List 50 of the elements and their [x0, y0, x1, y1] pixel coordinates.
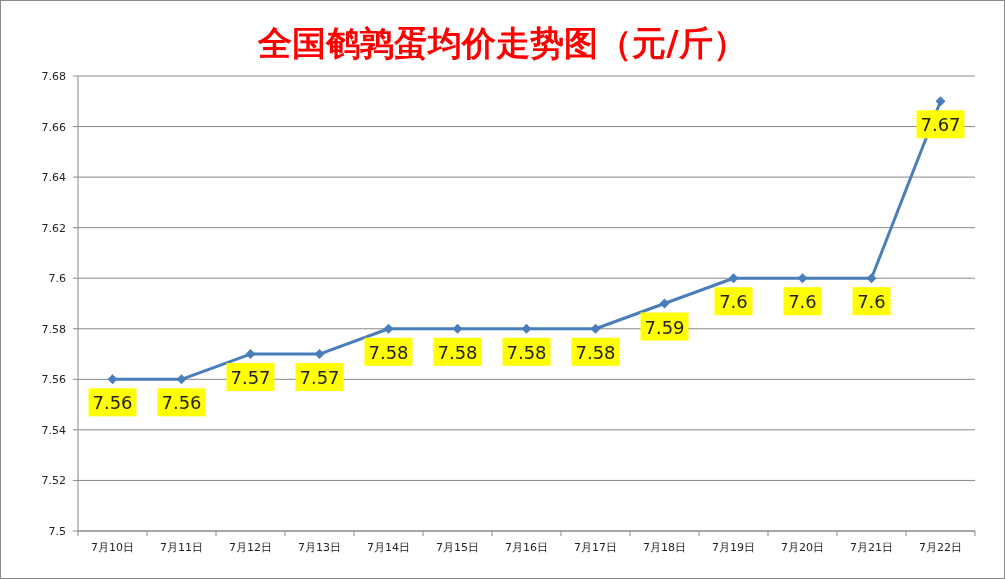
y-tick-label: 7.52	[41, 474, 66, 488]
point	[659, 298, 670, 309]
y-tick-label: 7.58	[41, 322, 66, 336]
y-tick-label: 7.5	[48, 525, 66, 538]
point	[314, 349, 325, 360]
x-tick-label: 7月18日	[643, 541, 686, 554]
x-tick-label: 7月13日	[298, 541, 341, 554]
point	[452, 323, 463, 334]
point	[245, 349, 256, 360]
data-label: 7.6	[719, 291, 748, 313]
y-tick-label: 7.54	[41, 423, 66, 437]
data-label: 7.56	[161, 392, 202, 414]
x-tick-label: 7月11日	[160, 541, 203, 554]
data-label: 7.6	[788, 291, 817, 313]
data-label: 7.59	[644, 316, 685, 338]
x-tick-label: 7月19日	[712, 541, 755, 554]
point	[866, 273, 877, 284]
data-label: 7.58	[506, 341, 547, 363]
x-tick-label: 7月21日	[850, 541, 893, 554]
x-tick-label: 7月20日	[781, 541, 824, 554]
y-tick-label: 7.66	[41, 120, 66, 134]
y-tick-label: 7.6	[48, 272, 66, 286]
point	[521, 323, 532, 334]
point	[107, 374, 118, 385]
data-label: 7.67	[920, 114, 961, 136]
data-label: 7.58	[575, 341, 616, 363]
point	[383, 323, 394, 334]
x-tick-label: 7月17日	[574, 541, 617, 554]
point	[176, 374, 187, 385]
data-label: 7.6	[857, 291, 886, 313]
y-tick-label: 7.56	[41, 373, 66, 387]
x-tick-label: 7月12日	[229, 541, 272, 554]
x-tick-label: 7月14日	[367, 541, 410, 554]
chart-title: 全国鹌鹑蛋均价走势图（元/斤）	[257, 23, 747, 63]
x-tick-label: 7月22日	[919, 541, 962, 554]
y-tick-label: 7.62	[41, 221, 66, 235]
point	[590, 323, 601, 334]
data-label: 7.57	[230, 367, 271, 389]
x-tick-label: 7月16日	[505, 541, 548, 554]
point	[935, 96, 946, 107]
point	[797, 273, 808, 284]
data-label: 7.58	[368, 341, 409, 363]
y-tick-label: 7.68	[41, 70, 66, 83]
data-label: 7.56	[92, 392, 133, 414]
x-tick-label: 7月15日	[436, 541, 479, 554]
data-label: 7.57	[299, 367, 340, 389]
point	[728, 273, 739, 284]
y-tick-label: 7.64	[41, 171, 66, 185]
data-label: 7.58	[437, 341, 478, 363]
x-tick-label: 7月10日	[91, 541, 134, 554]
